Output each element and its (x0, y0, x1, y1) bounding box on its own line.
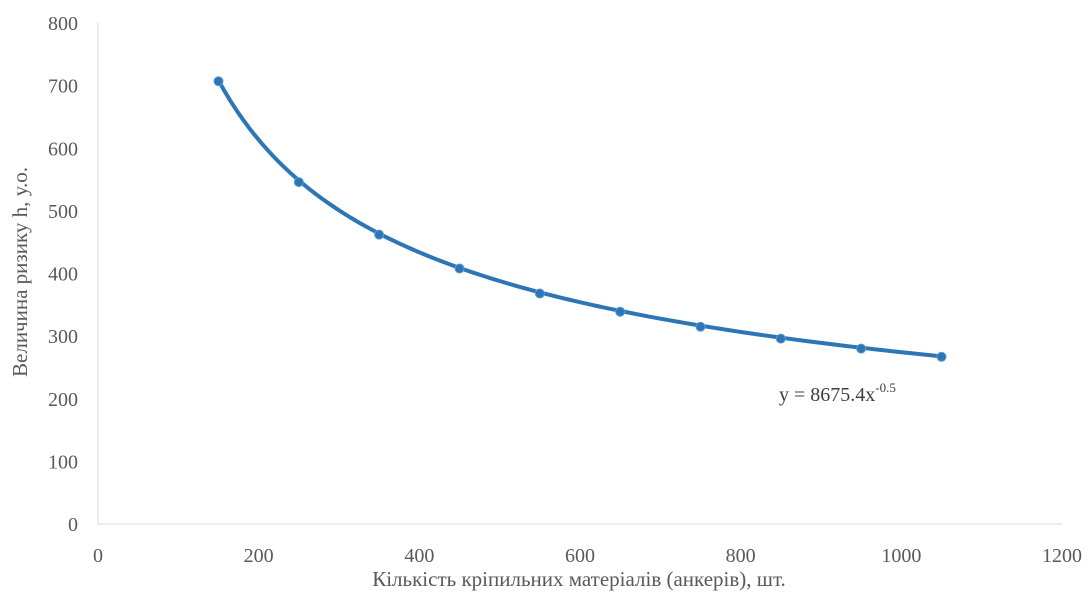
data-point (695, 321, 706, 332)
y-tick-label: 600 (48, 138, 78, 160)
x-tick-label: 0 (93, 545, 103, 567)
y-tick-label: 400 (48, 264, 78, 286)
trendline-curve (216, 78, 944, 359)
data-point (856, 343, 867, 354)
trendline-equation-base: y = 8675.4x (779, 384, 875, 406)
trendline-equation-exponent: -0.5 (875, 380, 896, 395)
x-tick-label: 800 (726, 545, 756, 567)
x-axis-ticks: 0 200 400 600 800 1000 1200 (93, 545, 1082, 567)
x-tick-label: 600 (565, 545, 595, 567)
y-tick-label: 200 (48, 389, 78, 411)
y-tick-label: 800 (48, 13, 78, 35)
x-axis-title: Кількість кріпильних матеріалів (анкерів… (372, 567, 786, 591)
y-axis-ticks: 0 100 200 300 400 500 600 700 800 (48, 13, 78, 536)
data-point (936, 351, 947, 362)
y-tick-label: 0 (68, 514, 78, 536)
data-point (454, 263, 465, 274)
y-tick-label: 700 (48, 76, 78, 98)
x-tick-label: 1000 (881, 545, 921, 567)
y-tick-label: 500 (48, 201, 78, 223)
data-point (775, 333, 786, 344)
x-tick-label: 1200 (1042, 545, 1082, 567)
data-points (213, 76, 947, 362)
x-tick-label: 400 (404, 545, 434, 567)
data-point (293, 177, 304, 188)
y-axis-title: Величина ризику h, у.о. (8, 167, 32, 377)
trendline-equation: y = 8675.4x-0.5 (779, 380, 896, 406)
data-point (615, 306, 626, 317)
y-tick-label: 100 (48, 451, 78, 473)
x-tick-label: 200 (244, 545, 274, 567)
data-point (213, 76, 224, 87)
data-point (534, 288, 545, 299)
data-point (374, 229, 385, 240)
y-tick-label: 300 (48, 326, 78, 348)
